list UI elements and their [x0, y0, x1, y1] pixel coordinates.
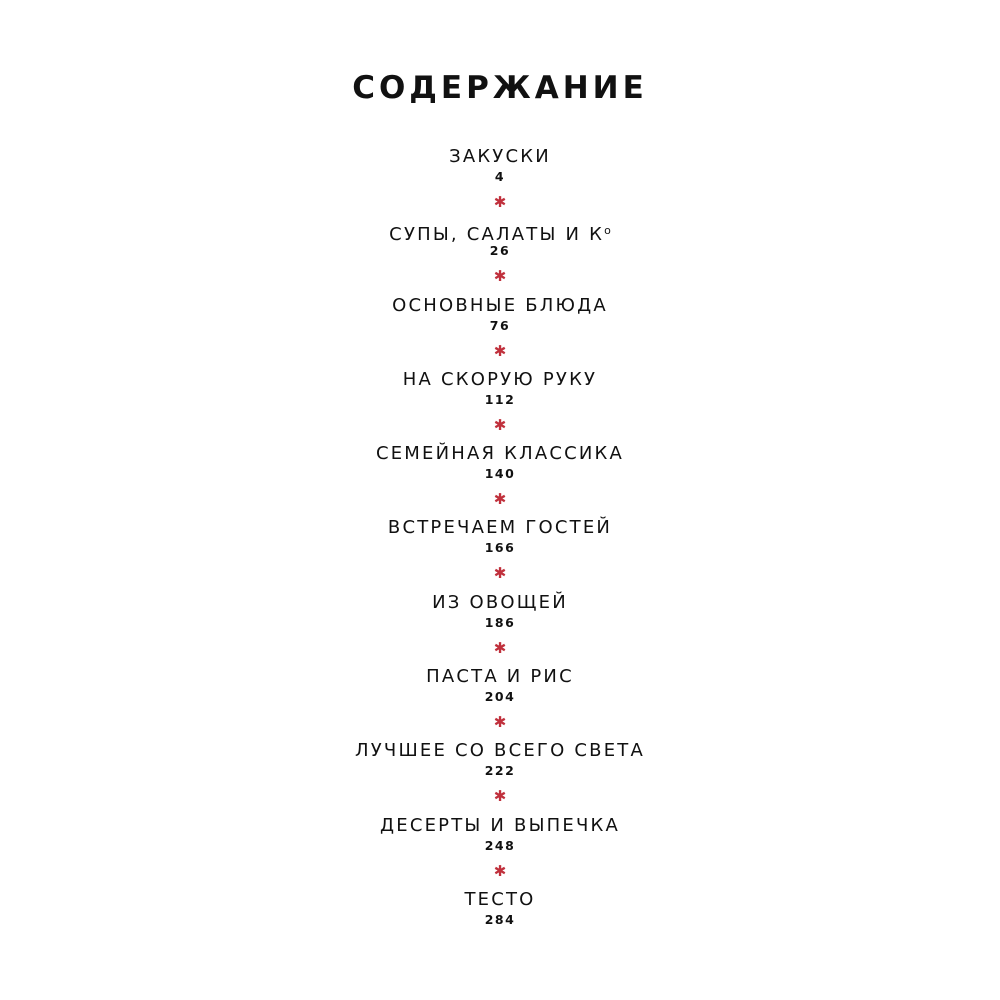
asterisk-icon: ✱: [493, 787, 507, 806]
asterisk-icon: ✱: [493, 564, 507, 583]
toc-entry[interactable]: СЕМЕЙНАЯ КЛАССИКА 140 ✱: [0, 443, 1000, 517]
table-of-contents: ЗАКУСКИ 4 ✱ СУПЫ, САЛАТЫ И Ко 26 ✱ ОСНОВНЫЕ БЛ…: [0, 146, 1000, 963]
toc-entry-title[interactable]: НА СКОРУЮ РУКУ: [402, 368, 598, 390]
asterisk-icon: ✱: [493, 713, 507, 732]
toc-entry[interactable]: СУПЫ, САЛАТЫ И Ко 26 ✱: [0, 220, 1000, 294]
toc-entry-page: 186: [484, 614, 516, 630]
toc-entry[interactable]: ТЕСТО 284: [0, 889, 1000, 963]
toc-entry-title[interactable]: ЛУЧШЕЕ СО ВСЕГО СВЕТА: [355, 740, 645, 762]
toc-entry-page: 204: [484, 689, 516, 705]
asterisk-icon: ✱: [493, 193, 507, 211]
toc-entry-page: 76: [489, 317, 511, 333]
toc-entry-title[interactable]: ЗАКУСКИ: [449, 146, 551, 167]
asterisk-icon: ✱: [493, 267, 507, 286]
toc-entry-page: 112: [484, 391, 516, 407]
toc-entry-title[interactable]: ВСТРЕЧАЕМ ГОСТЕЙ: [387, 517, 613, 539]
toc-entry[interactable]: ЛУЧШЕЕ СО ВСЕГО СВЕТА 222 ✱: [0, 740, 1000, 814]
toc-entry-title[interactable]: ДЕСЕРТЫ И ВЫПЕЧКА: [380, 814, 620, 836]
toc-entry-page: 4: [494, 169, 506, 184]
toc-entry-page: 140: [484, 466, 516, 482]
toc-entry-page: 26: [489, 243, 511, 259]
superscript: о: [604, 224, 611, 238]
toc-entry-title[interactable]: СУПЫ, САЛАТЫ И Ко: [389, 224, 611, 246]
asterisk-icon: ✱: [493, 490, 507, 509]
toc-entry-title[interactable]: ТЕСТО: [464, 888, 536, 910]
asterisk-icon: ✱: [493, 638, 507, 657]
toc-entry[interactable]: ЗАКУСКИ 4 ✱: [0, 146, 1000, 220]
page-title: СОДЕРЖАНИЕ: [352, 70, 648, 106]
toc-entry-title[interactable]: ПАСТА И РИС: [426, 666, 574, 688]
asterisk-icon: ✱: [493, 341, 507, 360]
toc-entry-page: 222: [484, 763, 516, 779]
toc-entry[interactable]: ПАСТА И РИС 204 ✱: [0, 666, 1000, 740]
toc-entry[interactable]: ИЗ ОВОЩЕЙ 186 ✱: [0, 592, 1000, 666]
toc-entry[interactable]: ВСТРЕЧАЕМ ГОСТЕЙ 166 ✱: [0, 517, 1000, 591]
toc-entry-title[interactable]: ОСНОВНЫЕ БЛЮДА: [392, 294, 608, 316]
asterisk-icon: ✱: [493, 861, 507, 880]
toc-entry-page: 284: [484, 911, 516, 927]
toc-entry-page: 248: [484, 837, 516, 853]
toc-entry[interactable]: НА СКОРУЮ РУКУ 112 ✱: [0, 369, 1000, 443]
toc-entry-page: 166: [484, 540, 516, 556]
toc-entry-title[interactable]: СЕМЕЙНАЯ КЛАССИКА: [375, 443, 625, 465]
toc-entry-title[interactable]: ИЗ ОВОЩЕЙ: [432, 591, 568, 613]
asterisk-icon: ✱: [493, 415, 507, 434]
toc-entry[interactable]: ДЕСЕРТЫ И ВЫПЕЧКА 248 ✱: [0, 815, 1000, 889]
toc-entry[interactable]: ОСНОВНЫЕ БЛЮДА 76 ✱: [0, 295, 1000, 369]
